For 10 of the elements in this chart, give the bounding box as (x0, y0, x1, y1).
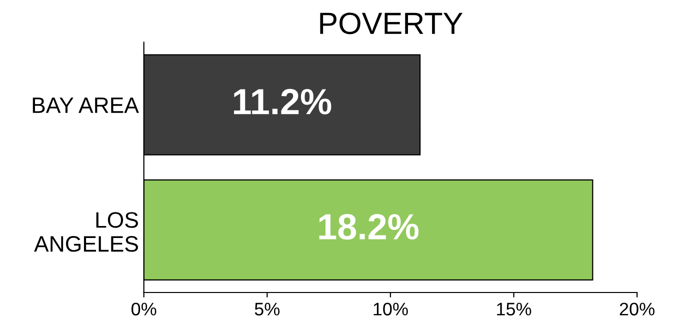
x-tick-label: 0% (132, 302, 156, 316)
x-tick-label: 5% (254, 302, 280, 316)
data-label: 18.2% (319, 214, 419, 240)
data-label: 11.2% (234, 88, 332, 114)
y-tick-label: LOS ANGELES (34, 212, 138, 252)
chart-title: POVERTY (320, 12, 463, 34)
x-tick-label: 15% (497, 302, 532, 316)
x-tick-label: 10% (374, 302, 408, 316)
x-tick-label: 20% (620, 302, 654, 316)
y-tick-label: BAY AREA (32, 98, 139, 113)
